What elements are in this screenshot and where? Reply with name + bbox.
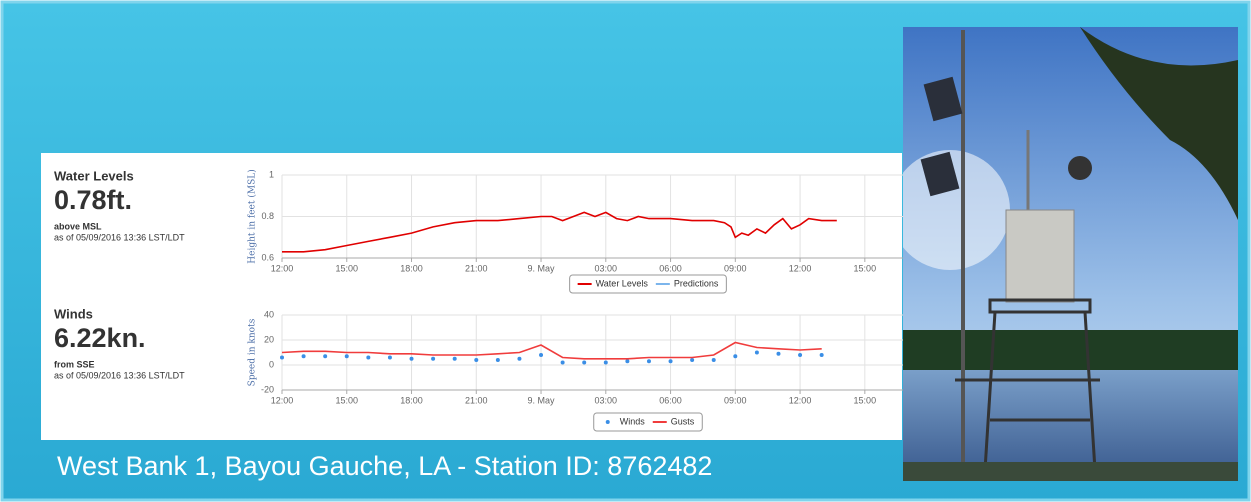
x-tick-label: 15:00 (335, 263, 358, 273)
bank (903, 462, 1238, 481)
wind-point (366, 356, 370, 360)
wind-point (410, 357, 414, 361)
wind-point (690, 358, 694, 362)
x-tick-label: 09:00 (724, 395, 747, 405)
page: {"caption": "West Bank 1, Bayou Gauche, … (0, 0, 1251, 502)
x-tick-label: 18:00 (400, 263, 423, 273)
legend-label: Gusts (671, 416, 695, 426)
y-axis-title: Speed in knots (248, 318, 258, 386)
x-tick-label: 15:00 (854, 395, 877, 405)
x-tick-label: 15:00 (854, 263, 877, 273)
wind-point (302, 354, 306, 358)
wind-point (474, 358, 478, 362)
reading: 6.22kn. (54, 323, 146, 353)
wind-point (625, 359, 629, 363)
station-photo (890, 27, 1238, 481)
wind-point (496, 358, 500, 362)
wind-point (431, 357, 435, 361)
qualifier: from SSE (54, 359, 95, 369)
x-tick-label: 9. May (528, 263, 556, 273)
caption: West Bank 1, Bayou Gauche, LA - Station … (57, 451, 712, 481)
wind-point (604, 361, 608, 365)
wind-point (539, 353, 543, 357)
legend-label: Predictions (674, 278, 719, 288)
label: Water Levels (54, 168, 134, 183)
y-tick-label: 20 (264, 334, 274, 344)
y-tick-label: 0.8 (261, 211, 274, 221)
wind-point (733, 354, 737, 358)
x-tick-label: 15:00 (335, 395, 358, 405)
y-tick-label: 0.6 (261, 252, 274, 262)
wind-point (280, 356, 284, 360)
timestamp: as of 05/09/2016 13:36 LST/LDT (54, 370, 185, 380)
qualifier: above MSL (54, 221, 102, 231)
x-tick-label: 06:00 (659, 395, 682, 405)
treeline (903, 330, 1238, 370)
x-tick-label: 12:00 (789, 263, 812, 273)
wind-point (561, 361, 565, 365)
wind-point (776, 352, 780, 356)
x-tick-label: 12:00 (271, 395, 294, 405)
legend-label: Winds (620, 416, 646, 426)
y-tick-label: -20 (261, 384, 274, 394)
wind-point (755, 351, 759, 355)
legend-label: Water Levels (596, 278, 649, 288)
wind-point (388, 356, 392, 360)
label: Winds (54, 306, 93, 321)
x-tick-label: 21:00 (465, 263, 488, 273)
x-tick-label: 09:00 (724, 263, 747, 273)
x-tick-label: 21:00 (465, 395, 488, 405)
x-tick-label: 12:00 (789, 395, 812, 405)
enclosure (1006, 210, 1074, 302)
sensor (1068, 156, 1092, 180)
wind-point (582, 361, 586, 365)
y-tick-label: 0 (269, 359, 274, 369)
y-tick-label: 1 (269, 169, 274, 179)
screen: 0.60.8112:0015:0018:0021:009. May03:0006… (0, 0, 1251, 502)
wind-point (345, 354, 349, 358)
x-tick-label: 03:00 (595, 263, 618, 273)
x-tick-label: 12:00 (271, 263, 294, 273)
reading: 0.78ft. (54, 185, 132, 215)
y-axis-title: Height in feet (MSL) (247, 169, 258, 263)
wind-point (517, 357, 521, 361)
wind-point (453, 357, 457, 361)
legend: Winds Gusts (594, 413, 703, 431)
wind-point (669, 359, 673, 363)
x-tick-label: 06:00 (659, 263, 682, 273)
wind-point (820, 353, 824, 357)
wind-point (647, 359, 651, 363)
wind-point (323, 354, 327, 358)
x-tick-label: 18:00 (400, 395, 423, 405)
wind-point (798, 353, 802, 357)
timestamp: as of 05/09/2016 13:36 LST/LDT (54, 232, 185, 242)
x-tick-label: 9. May (528, 395, 556, 405)
y-tick-label: 40 (264, 309, 274, 319)
legend: Water Levels Predictions (570, 275, 727, 293)
x-tick-label: 03:00 (595, 395, 618, 405)
wind-point (712, 358, 716, 362)
legend-symbol (606, 420, 610, 424)
